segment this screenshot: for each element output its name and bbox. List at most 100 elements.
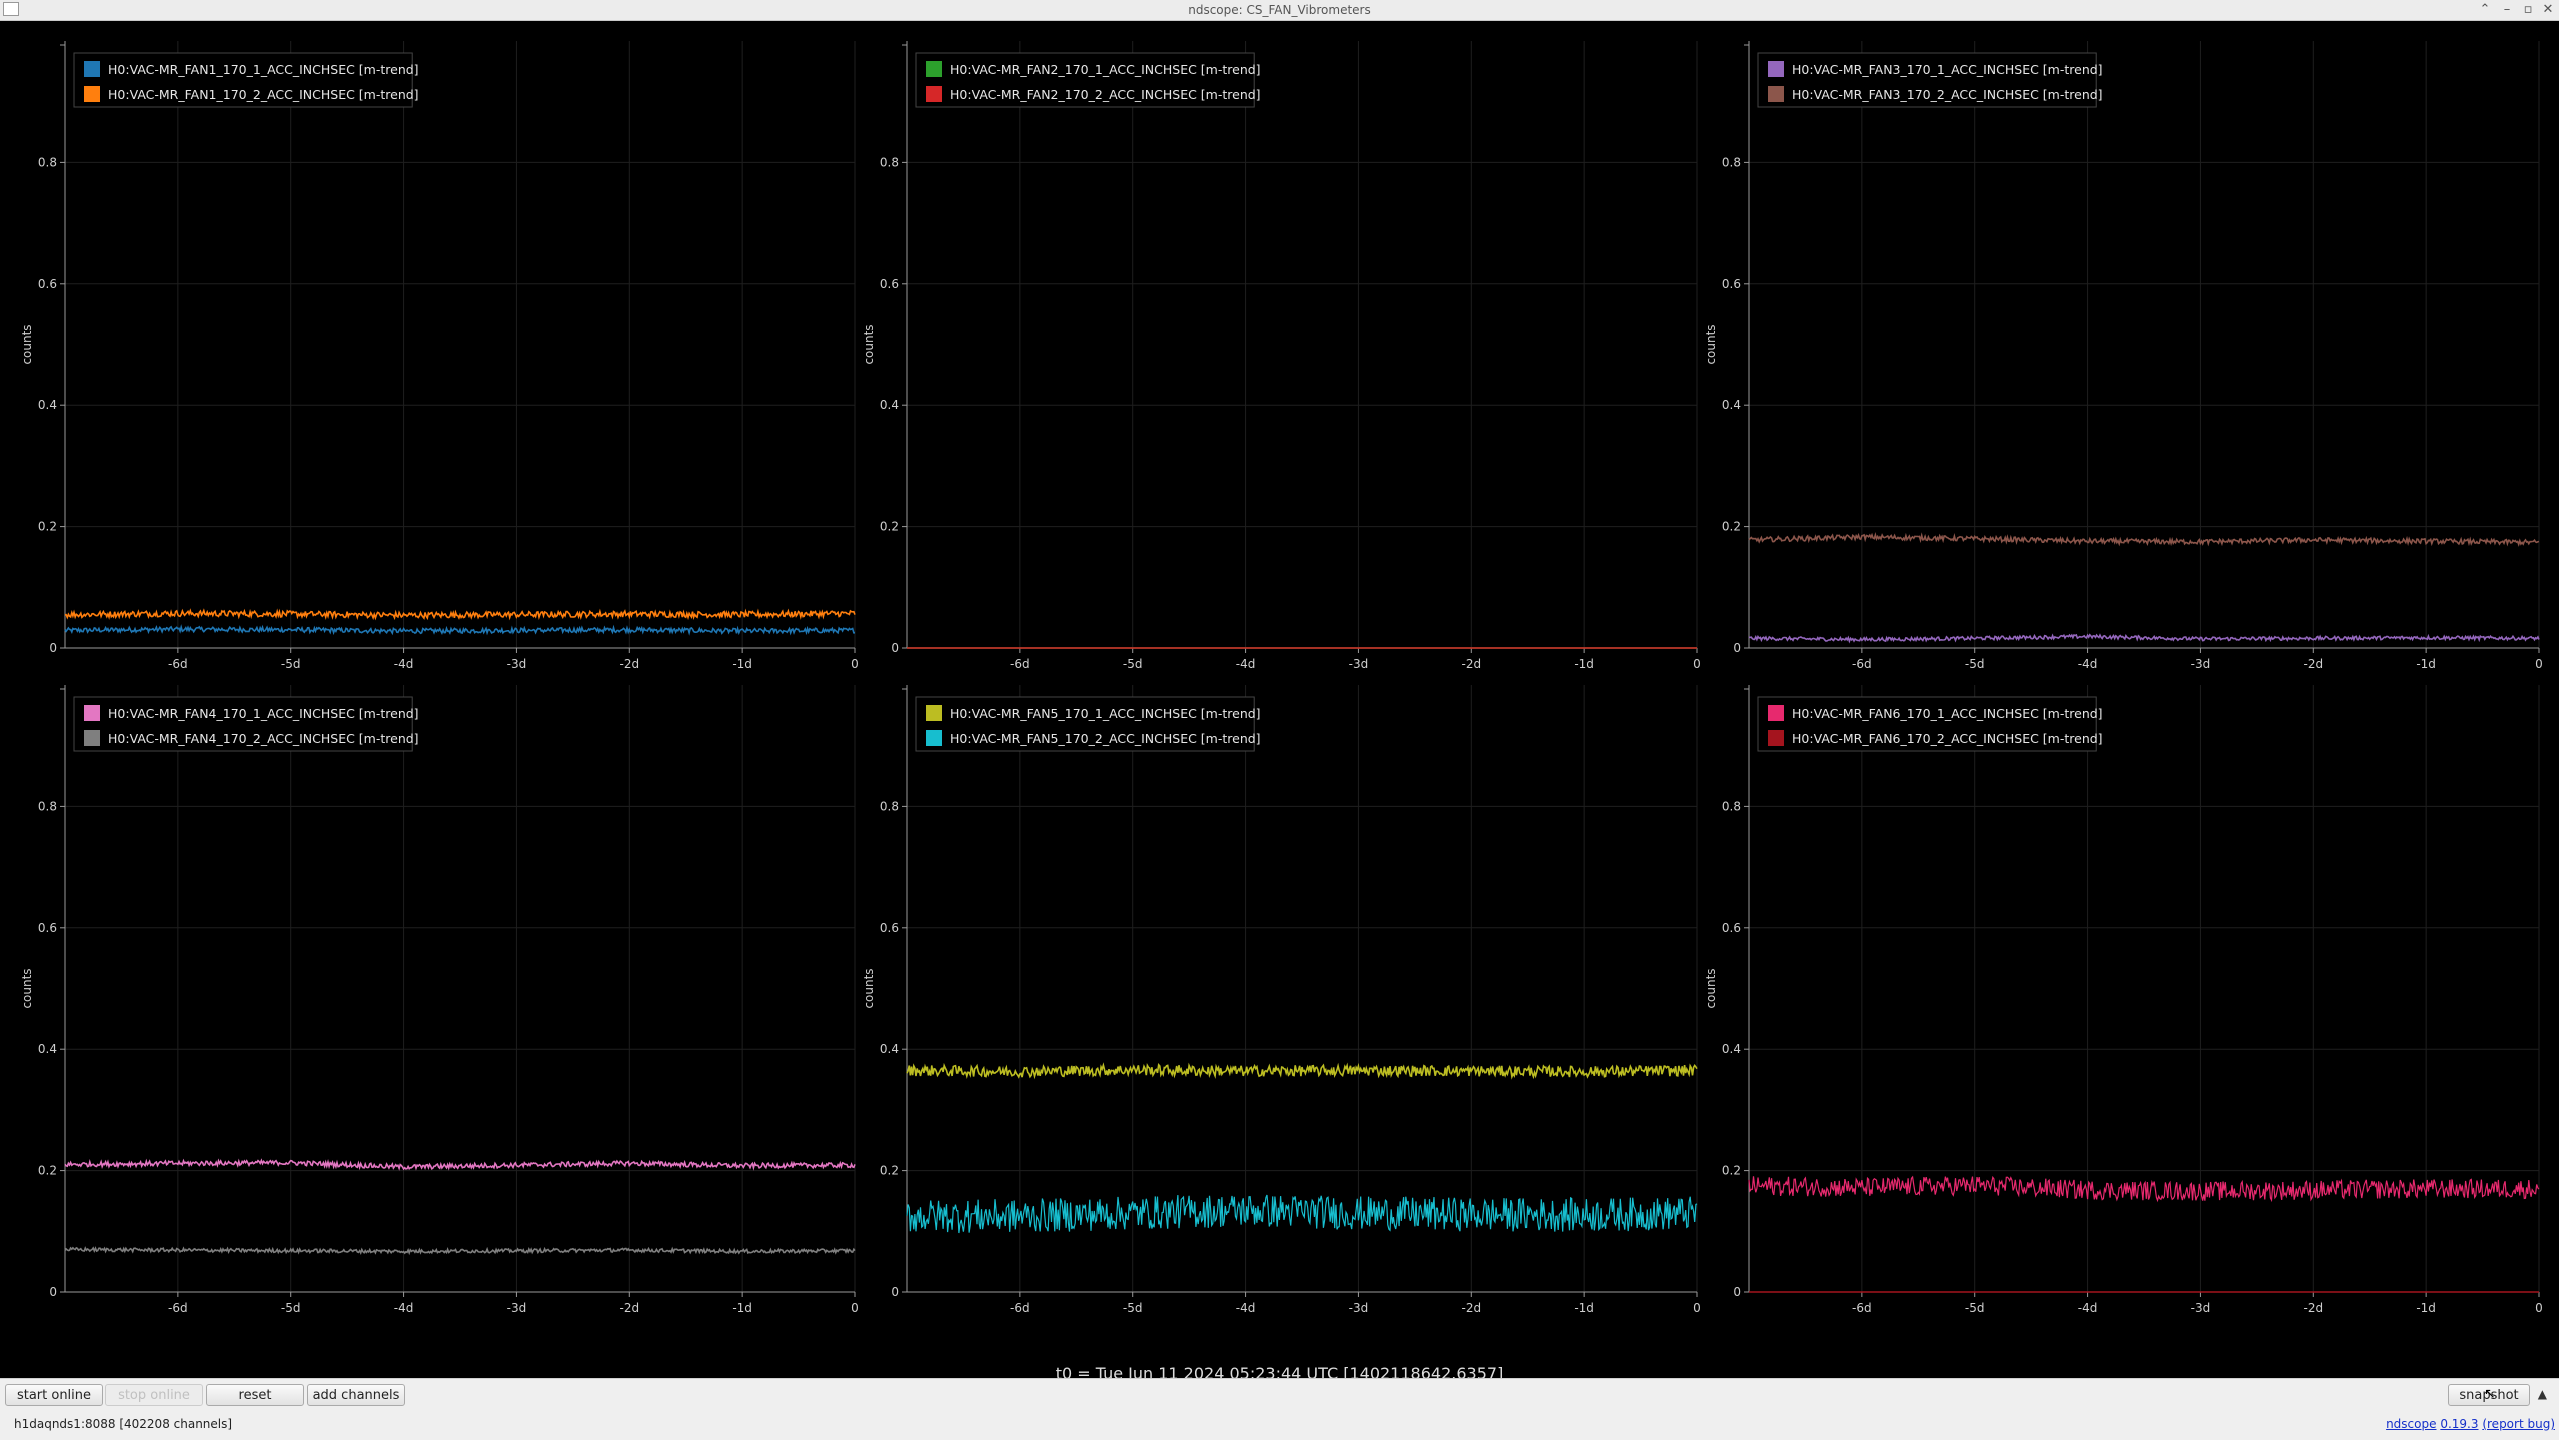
x-tick-label: -3d (1349, 657, 1369, 671)
version-info: ndscope 0.19.3 (report bug) (2386, 1417, 2555, 1431)
chart-panel-6: -6d -5d -4d -3d -2d -1d 0 0 0.2 0.4 0.6 0.8 counts H0… (1704, 685, 2543, 1315)
legend-swatch (1768, 61, 1784, 77)
bottom-toolbar: start online stop online reset add chann… (0, 1378, 2559, 1440)
legend-swatch (926, 730, 942, 746)
legend-box (915, 52, 1255, 108)
legend-entry: H0:VAC-MR_FAN6_170_2_ACC_INCHSEC [m-tren… (1792, 731, 2103, 746)
x-tick-label: -5d (1965, 1301, 1985, 1315)
legend-swatch (84, 705, 100, 721)
x-tick-label: -3d (1349, 1301, 1369, 1315)
y-tick-label: 0.6 (1722, 277, 1741, 291)
x-tick-label: -4d (394, 1301, 414, 1315)
x-tick-label: -2d (1461, 1301, 1481, 1315)
x-tick-label: 0 (1693, 1301, 1701, 1315)
y-tick-label: 0.8 (1722, 799, 1741, 813)
report-bug-link[interactable]: (report bug) (2482, 1417, 2555, 1431)
x-tick-label: 0 (2535, 657, 2543, 671)
x-tick-label: 0 (1693, 657, 1701, 671)
y-tick-label: 0.4 (38, 1042, 57, 1056)
x-tick-label: -1d (1574, 657, 1594, 671)
legend-box (1757, 696, 2097, 752)
plot-area: -6d -5d -4d -3d -2d -1d 0 0 0.2 0.4 0.6 0.8 counts H0… (0, 21, 2559, 1383)
x-tick-label: -2d (619, 1301, 639, 1315)
x-tick-label: -4d (2078, 657, 2098, 671)
legend-entry: H0:VAC-MR_FAN4_170_1_ACC_INCHSEC [m-tren… (108, 706, 419, 721)
ndscope-link[interactable]: ndscope (2386, 1417, 2437, 1431)
expand-panel-icon[interactable]: ▲ (2537, 1387, 2547, 1401)
x-tick-label: -1d (2416, 657, 2436, 671)
series-line-2 (64, 1246, 856, 1256)
legend-entry: H0:VAC-MR_FAN2_170_2_ACC_INCHSEC [m-tren… (950, 87, 1261, 102)
x-tick-label: 0 (2535, 1301, 2543, 1315)
add-channels-button[interactable]: add channels (307, 1384, 405, 1406)
x-tick-label: -2d (2303, 1301, 2323, 1315)
x-tick-label: -1d (732, 1301, 752, 1315)
server-status: h1daqnds1:8088 [402208 channels] (14, 1417, 233, 1431)
x-tick-label: -4d (394, 657, 414, 671)
legend-swatch (84, 61, 100, 77)
y-tick-label: 0.4 (880, 1042, 899, 1056)
series-line-1 (64, 1158, 856, 1171)
y-axis-label: counts (20, 968, 34, 1008)
legend-swatch (1768, 730, 1784, 746)
x-tick-label: -6d (168, 1301, 188, 1315)
legend-entry: H0:VAC-MR_FAN2_170_1_ACC_INCHSEC [m-tren… (950, 62, 1261, 77)
x-tick-label: -5d (281, 657, 301, 671)
x-tick-label: -5d (1965, 657, 1985, 671)
y-tick-label: 0.2 (38, 1164, 57, 1178)
y-tick-label: 0 (49, 1285, 57, 1299)
x-tick-label: -2d (2303, 657, 2323, 671)
y-tick-label: 0.2 (38, 520, 57, 534)
chart-panel-4: -6d -5d -4d -3d -2d -1d 0 0 0.2 0.4 0.6 0.8 counts H0… (20, 685, 859, 1315)
x-tick-label: -3d (507, 657, 527, 671)
plots-canvas[interactable]: -6d -5d -4d -3d -2d -1d 0 0 0.2 0.4 0.6 0.8 counts H0… (0, 21, 2559, 1378)
window-title: ndscope: CS_FAN_Vibrometers (1188, 3, 1371, 17)
x-tick-label: -6d (1852, 1301, 1872, 1315)
y-tick-label: 0.6 (880, 921, 899, 935)
x-tick-label: -4d (1236, 1301, 1256, 1315)
y-tick-label: 0 (891, 1285, 899, 1299)
series-line-1 (1748, 1175, 2540, 1203)
legend-entry: H0:VAC-MR_FAN1_170_2_ACC_INCHSEC [m-tren… (108, 87, 419, 102)
x-tick-label: -1d (2416, 1301, 2436, 1315)
x-tick-label: -1d (1574, 1301, 1594, 1315)
y-tick-label: 0 (1733, 641, 1741, 655)
chart-panel-1: -6d -5d -4d -3d -2d -1d 0 0 0.2 0.4 0.6 0.8 counts H0… (20, 41, 859, 671)
legend-box (73, 52, 413, 108)
x-tick-label: 0 (851, 1301, 859, 1315)
y-tick-label: 0 (891, 641, 899, 655)
y-tick-label: 0.2 (1722, 520, 1741, 534)
stop-online-button: stop online (105, 1384, 203, 1406)
close-button[interactable]: ✕ (2542, 2, 2554, 17)
legend-entry: H0:VAC-MR_FAN6_170_1_ACC_INCHSEC [m-tren… (1792, 706, 2103, 721)
chart-panel-5: -6d -5d -4d -3d -2d -1d 0 0 0.2 0.4 0.6 0.8 counts H0… (862, 685, 1701, 1315)
legend-box (73, 696, 413, 752)
minimize-button[interactable]: – (2503, 2, 2511, 17)
start-online-button[interactable]: start online (5, 1384, 103, 1406)
x-tick-label: -5d (281, 1301, 301, 1315)
series-line-1 (64, 624, 855, 636)
snapshot-button[interactable]: snapshot (2448, 1384, 2530, 1406)
legend-swatch (926, 86, 942, 102)
version-link[interactable]: 0.19.3 (2440, 1417, 2479, 1431)
series-line-2 (64, 608, 856, 621)
legend-swatch (84, 86, 100, 102)
y-tick-label: 0.2 (880, 1164, 899, 1178)
y-axis-label: counts (20, 324, 34, 364)
y-tick-label: 0.8 (1722, 155, 1741, 169)
series-line-2 (906, 1194, 1698, 1234)
x-tick-label: -2d (1461, 657, 1481, 671)
maximize-button[interactable]: ▫ (2523, 2, 2533, 17)
legend-entry: H0:VAC-MR_FAN5_170_2_ACC_INCHSEC [m-tren… (950, 731, 1261, 746)
y-tick-label: 0.4 (38, 398, 57, 412)
legend-swatch (1768, 705, 1784, 721)
shade-window-button[interactable]: ⌃ (2479, 2, 2491, 17)
x-tick-label: -1d (732, 657, 752, 671)
chart-panel-2: -6d -5d -4d -3d -2d -1d 0 0 0.2 0.4 0.6 0.8 counts H0… (862, 41, 1701, 671)
legend-entry: H0:VAC-MR_FAN3_170_2_ACC_INCHSEC [m-tren… (1792, 87, 2103, 102)
reset-button[interactable]: reset (206, 1384, 304, 1406)
legend-entry: H0:VAC-MR_FAN3_170_1_ACC_INCHSEC [m-tren… (1792, 62, 2103, 77)
y-tick-label: 0.6 (38, 921, 57, 935)
y-axis-label: counts (862, 968, 876, 1008)
legend-entry: H0:VAC-MR_FAN1_170_1_ACC_INCHSEC [m-tren… (108, 62, 419, 77)
